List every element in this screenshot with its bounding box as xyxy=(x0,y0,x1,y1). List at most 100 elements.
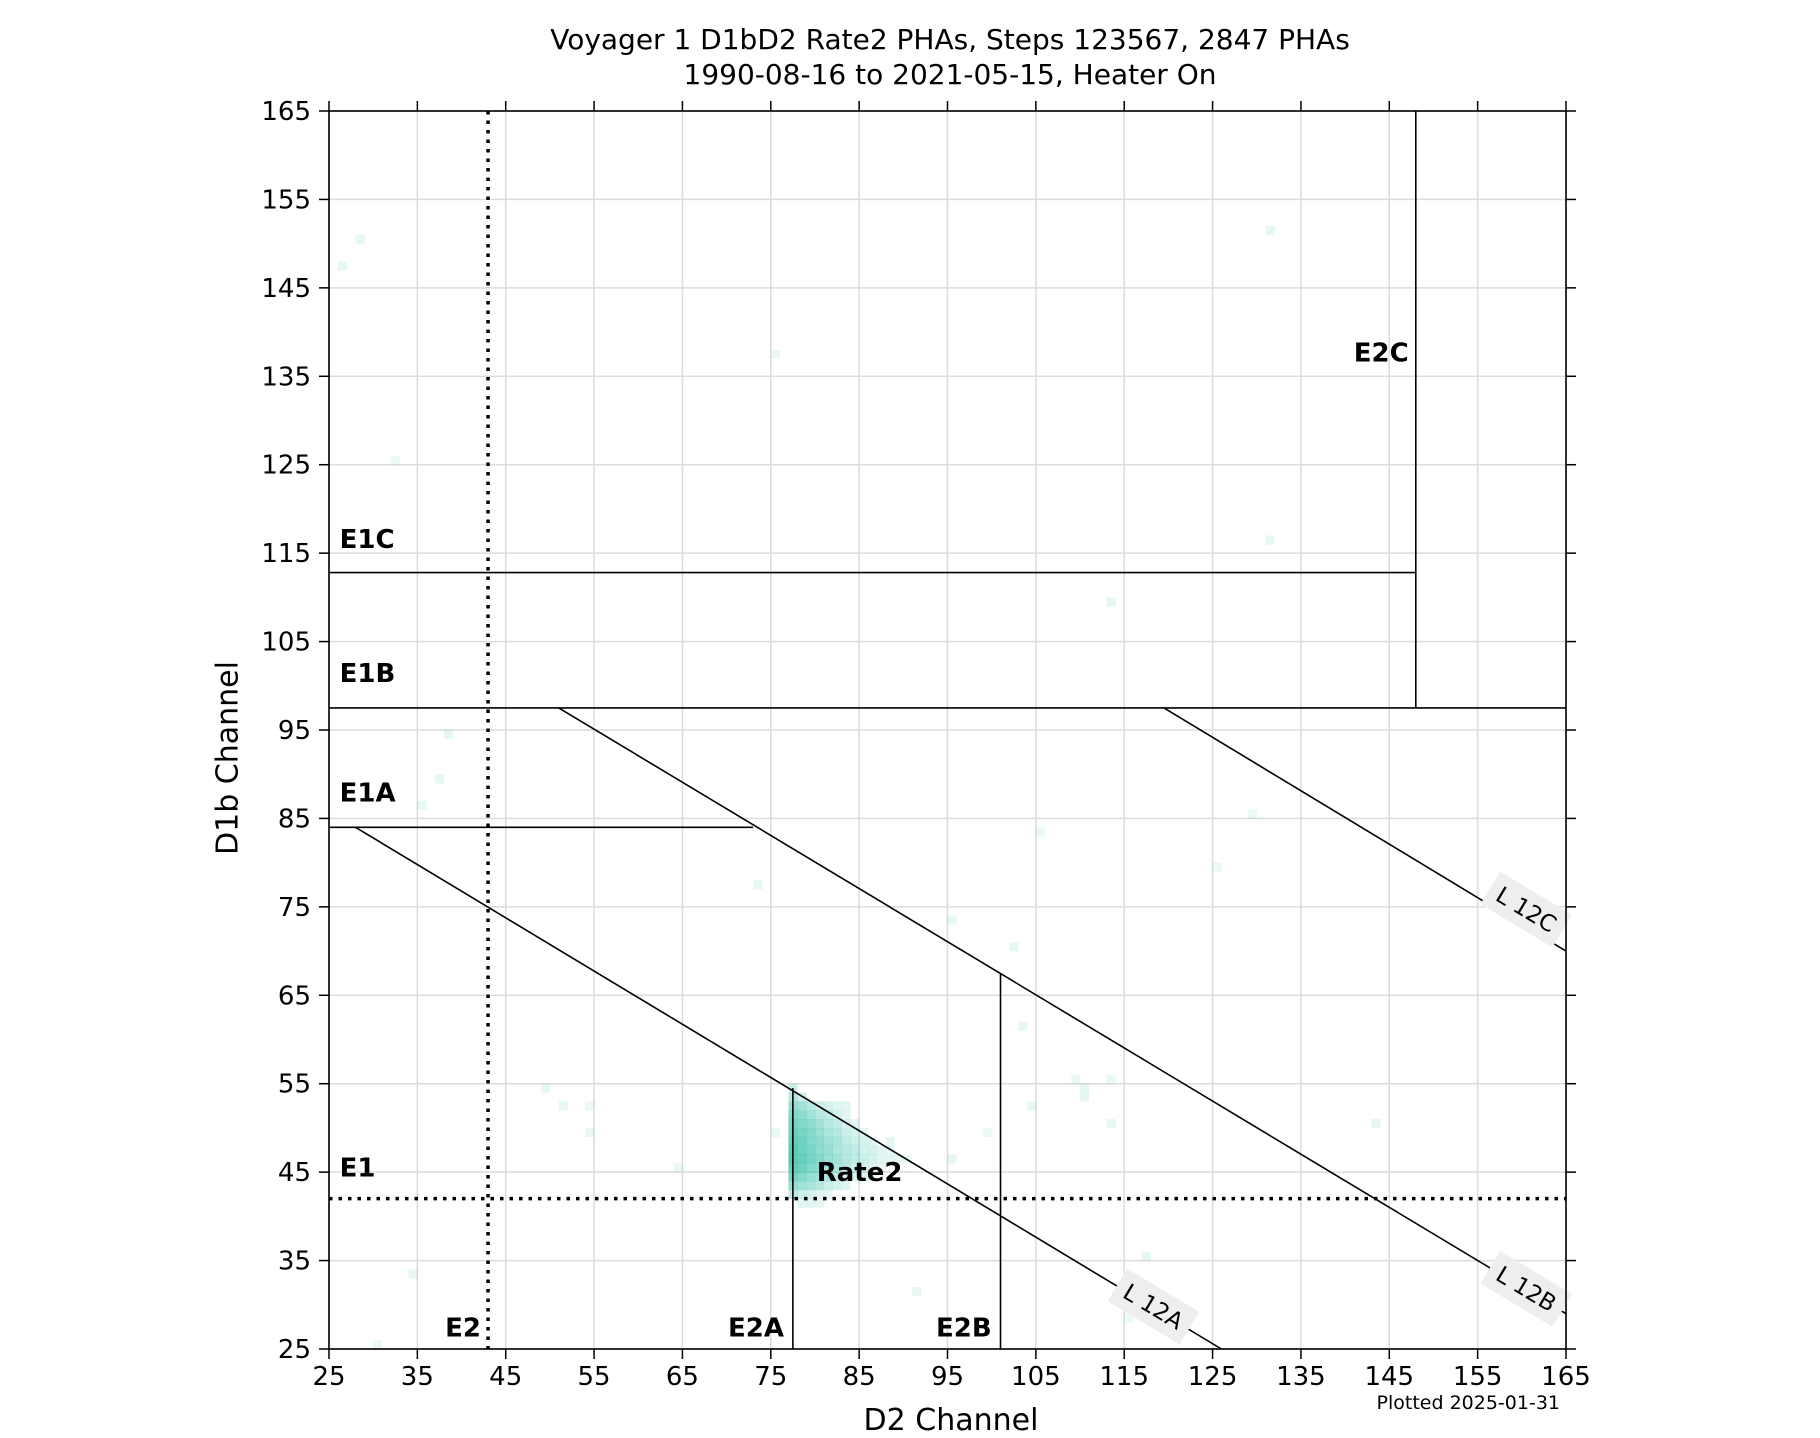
heatmap-cell xyxy=(850,1119,860,1129)
region-label-e2b: E2B xyxy=(936,1314,992,1344)
heatmap-cell xyxy=(814,1198,825,1208)
heatmap-cell xyxy=(859,1145,869,1155)
heatmap-cell xyxy=(912,1287,922,1297)
heatmap-cell xyxy=(850,1145,860,1155)
x-tick-label: 125 xyxy=(1188,1362,1238,1392)
x-tick-label: 75 xyxy=(754,1362,787,1392)
heatmap-cell xyxy=(859,1136,869,1146)
heatmap-cell xyxy=(1018,1021,1028,1031)
heatmap-cell xyxy=(814,1127,825,1138)
heatmap-cell xyxy=(390,455,400,466)
region-label-e1: E1 xyxy=(340,1154,376,1184)
heatmap-cell xyxy=(797,1127,807,1138)
heatmap-cell xyxy=(841,1180,851,1191)
heatmap-cell xyxy=(867,1154,878,1164)
heatmap-cell xyxy=(841,1145,851,1155)
x-tick-label: 105 xyxy=(1011,1362,1061,1392)
heatmap-cell xyxy=(859,1172,869,1182)
heatmap-cell xyxy=(823,1145,833,1155)
heatmap-cell xyxy=(797,1101,807,1111)
heatmap-cell xyxy=(1080,1092,1090,1102)
heatmap-cell xyxy=(814,1136,825,1146)
heatmap-cell xyxy=(806,1127,816,1138)
heatmap-cell xyxy=(832,1172,842,1182)
heatmap-cell xyxy=(355,234,365,244)
heatmap-cell xyxy=(797,1145,807,1155)
heatmap-cell xyxy=(850,1136,860,1146)
chart-title: Voyager 1 D1bD2 Rate2 PHAs, Steps 123567… xyxy=(550,23,1350,56)
heatmap-cell xyxy=(814,1180,825,1191)
heatmap-cell xyxy=(823,1154,833,1164)
plotted-date: Plotted 2025-01-31 xyxy=(1376,1392,1560,1414)
heatmap-cell xyxy=(823,1180,833,1191)
heatmap-cell xyxy=(823,1110,833,1120)
region-label-e2: E2 xyxy=(445,1314,481,1344)
line-label-box xyxy=(1480,871,1573,948)
heatmap-cell xyxy=(841,1110,851,1120)
heatmap-cell xyxy=(806,1154,816,1164)
heatmap-cell xyxy=(885,1154,895,1164)
x-tick-label: 45 xyxy=(489,1362,522,1392)
heatmap-cell xyxy=(797,1119,807,1129)
x-tick-label: 65 xyxy=(666,1362,699,1392)
heatmap-cell xyxy=(841,1127,851,1138)
heatmap-cell xyxy=(832,1145,842,1155)
heatmap-cell xyxy=(806,1110,816,1120)
heatmap-cell xyxy=(1071,1074,1081,1085)
heatmap-cell xyxy=(814,1163,825,1173)
heatmap-cell xyxy=(841,1172,851,1182)
heatmap-cell xyxy=(1106,1119,1116,1129)
y-tick-label: 135 xyxy=(261,362,311,392)
x-tick-label: 115 xyxy=(1099,1362,1149,1392)
heatmap-cell xyxy=(435,774,445,784)
heatmap-cell xyxy=(823,1136,833,1146)
y-tick-label: 115 xyxy=(261,539,311,569)
heatmap-cell xyxy=(823,1119,833,1129)
heatmap-cell xyxy=(1247,809,1258,819)
heatmap-cell xyxy=(859,1163,869,1173)
y-tick-label: 35 xyxy=(278,1247,311,1277)
heatmap-cell xyxy=(841,1163,851,1173)
x-tick-label: 35 xyxy=(401,1362,434,1392)
heatmap-cell xyxy=(673,1163,683,1173)
heatmap-cell xyxy=(982,1127,992,1138)
heatmap-cell xyxy=(832,1127,842,1138)
x-tick-label: 135 xyxy=(1276,1362,1326,1392)
heatmap-cell xyxy=(814,1110,825,1120)
y-tick-label: 145 xyxy=(261,274,311,304)
heatmap-cell xyxy=(797,1189,807,1199)
heatmap-cell xyxy=(417,800,427,810)
heatmap-cell xyxy=(823,1172,833,1182)
heatmap-cell xyxy=(337,261,347,271)
heatmap-cell xyxy=(797,1198,807,1208)
heatmap-cell xyxy=(770,349,780,359)
region-label-e1b: E1B xyxy=(340,659,396,689)
heatmap-cell xyxy=(832,1110,842,1120)
heatmap-cell xyxy=(841,1101,851,1111)
heatmap-cell xyxy=(1265,535,1275,545)
heatmap-cell xyxy=(947,1154,957,1164)
heatmap-cell xyxy=(814,1172,825,1182)
line-label-box xyxy=(1107,1268,1200,1345)
heatmap-cell xyxy=(841,1136,851,1146)
heatmap-cell xyxy=(885,1136,895,1146)
x-tick-label: 25 xyxy=(312,1362,345,1392)
line-label-l12a: L 12A xyxy=(1107,1268,1200,1345)
heatmap-cell xyxy=(832,1154,842,1164)
heatmap-cell xyxy=(806,1189,816,1199)
heatmap-cell xyxy=(1035,827,1045,837)
y-tick-label: 55 xyxy=(278,1070,311,1100)
heatmap-cell xyxy=(443,730,453,740)
heatmap-cell xyxy=(806,1172,816,1182)
x-tick-label: 145 xyxy=(1364,1362,1414,1392)
y-tick-label: 125 xyxy=(261,451,311,481)
heatmap-cell xyxy=(1212,862,1222,872)
heatmap-cell xyxy=(1265,225,1275,236)
heatmap-cell xyxy=(1106,597,1116,607)
heatmap-cell xyxy=(876,1154,886,1164)
x-tick-label: 85 xyxy=(843,1362,876,1392)
heatmap-cell xyxy=(806,1198,816,1208)
heatmap-cell xyxy=(867,1163,878,1173)
heatmap-cell xyxy=(850,1172,860,1182)
